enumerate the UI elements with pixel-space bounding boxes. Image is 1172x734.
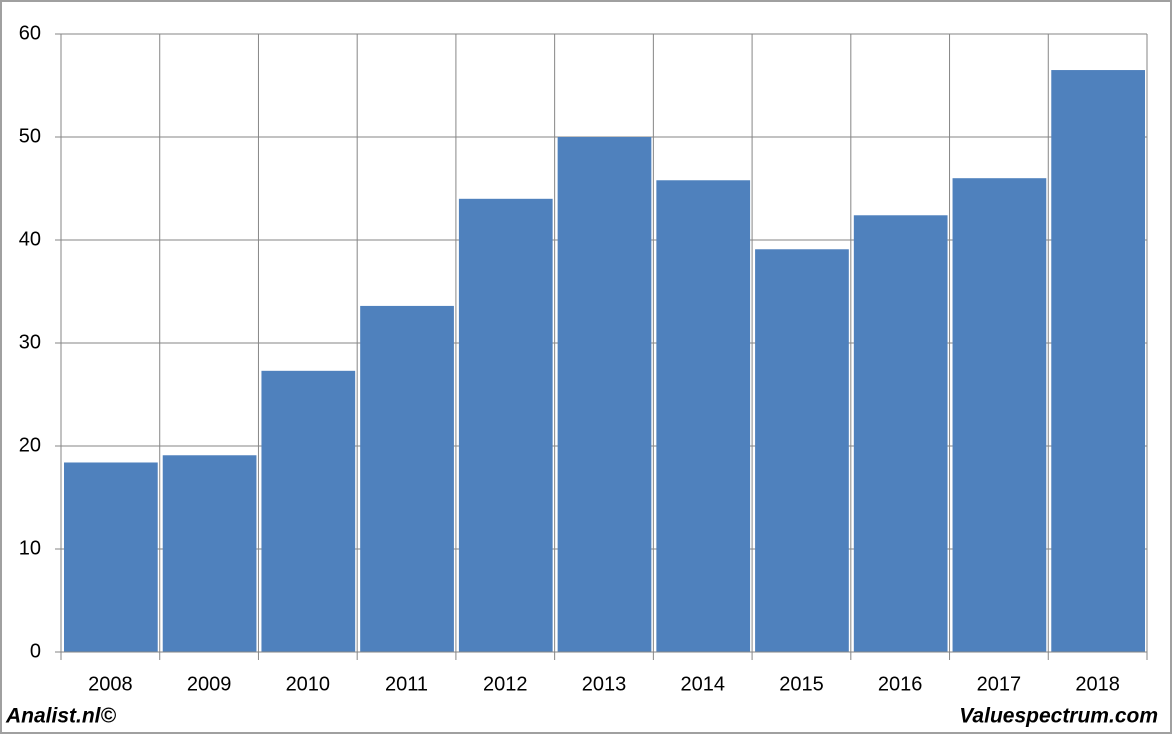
x-tick-label: 2016 — [878, 673, 923, 695]
x-tick-label: 2010 — [286, 673, 331, 695]
x-tick-label: 2017 — [977, 673, 1022, 695]
bar — [755, 249, 849, 652]
bar — [261, 370, 356, 652]
x-tick-label: 2015 — [779, 673, 824, 695]
y-tick-label: 60 — [19, 22, 41, 44]
x-tick-label: 2011 — [385, 673, 428, 695]
bar — [557, 137, 652, 652]
bar — [952, 178, 1047, 652]
x-tick-label: 2008 — [88, 673, 133, 695]
y-tick-label: 0 — [30, 640, 41, 662]
x-tick-label: 2014 — [680, 673, 725, 695]
footer-right: Valuespectrum.com — [959, 705, 1158, 728]
bar — [64, 462, 158, 652]
y-tick-label: 50 — [19, 125, 41, 147]
x-tick-label: 2018 — [1075, 673, 1120, 695]
bar — [458, 198, 553, 653]
y-tick-label: 20 — [19, 434, 41, 456]
x-tick-label: 2013 — [582, 673, 627, 695]
bar — [1051, 70, 1145, 653]
bar — [853, 215, 948, 652]
x-tick-label: 2009 — [187, 673, 232, 695]
x-tick-label: 2012 — [483, 673, 528, 695]
y-tick-label: 30 — [19, 331, 41, 353]
bar — [656, 180, 751, 652]
y-tick-label: 10 — [19, 537, 41, 559]
bar — [162, 455, 257, 652]
bar — [360, 305, 454, 652]
footer-left: Analist.nl© — [5, 705, 117, 728]
y-tick-label: 40 — [19, 228, 41, 250]
